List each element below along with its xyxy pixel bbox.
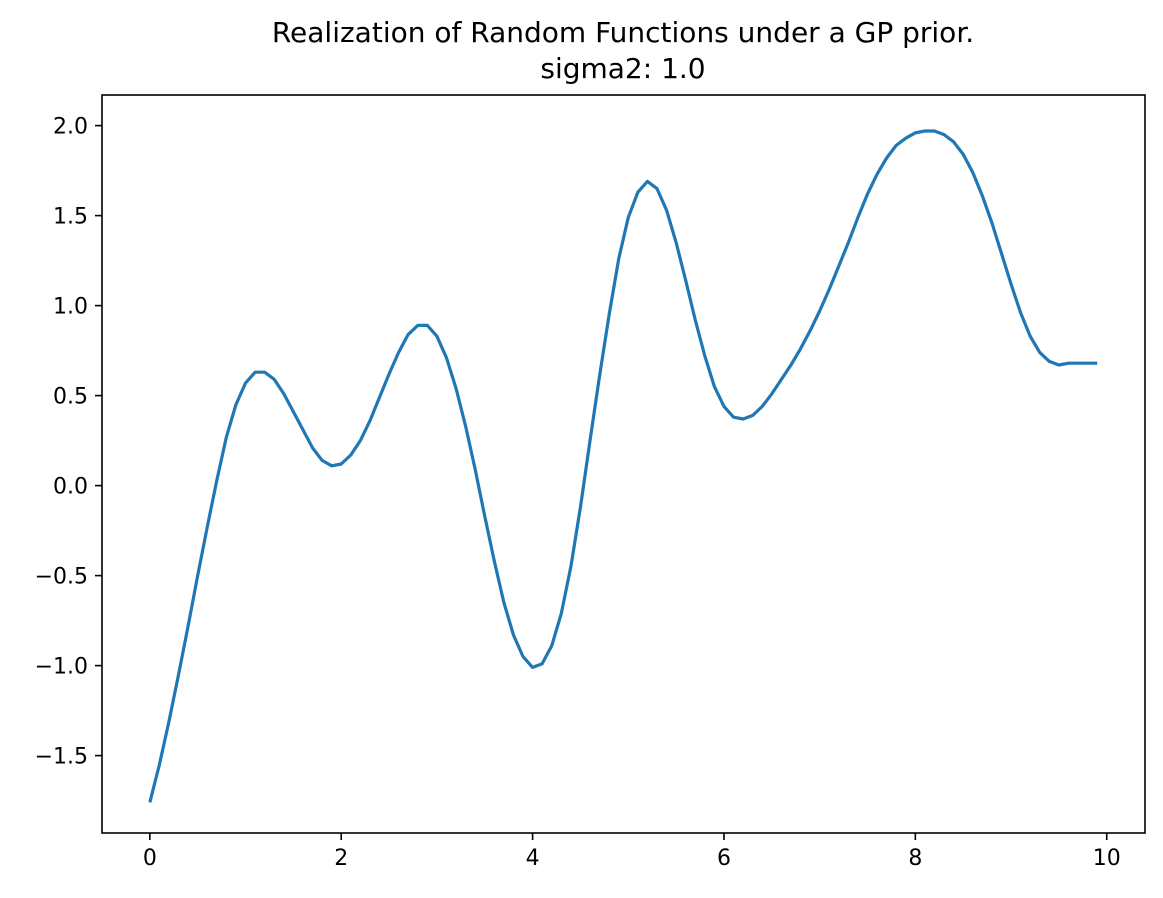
axes-frame	[101, 94, 1146, 834]
y-tick-label: 2.0	[53, 115, 88, 140]
y-axis-ticks: −1.5 −1.0 −0.5 0.0 0.5 1.0 1.5 2.0	[35, 115, 102, 770]
y-tick-label: 1.0	[53, 295, 88, 320]
y-tick-label: −1.0	[35, 655, 88, 680]
x-tick-label: 2	[334, 846, 348, 871]
y-tick-label: −1.5	[35, 745, 88, 770]
y-tick-label: −0.5	[35, 565, 88, 590]
x-tick-label: 8	[908, 846, 922, 871]
y-tick-label: 0.0	[53, 475, 88, 500]
x-tick-label: 4	[526, 846, 540, 871]
chart-subtitle: sigma2: 1.0	[540, 52, 705, 85]
chart-title: Realization of Random Functions under a …	[272, 16, 974, 49]
y-tick-label: 1.5	[53, 205, 88, 230]
x-tick-label: 0	[143, 846, 157, 871]
series-line	[148, 129, 1098, 803]
x-tick-label: 10	[1093, 846, 1121, 871]
y-tick-label: 0.5	[53, 385, 88, 410]
x-axis-ticks: 0 2 4 6 8 10	[143, 833, 1121, 871]
x-tick-label: 6	[717, 846, 731, 871]
